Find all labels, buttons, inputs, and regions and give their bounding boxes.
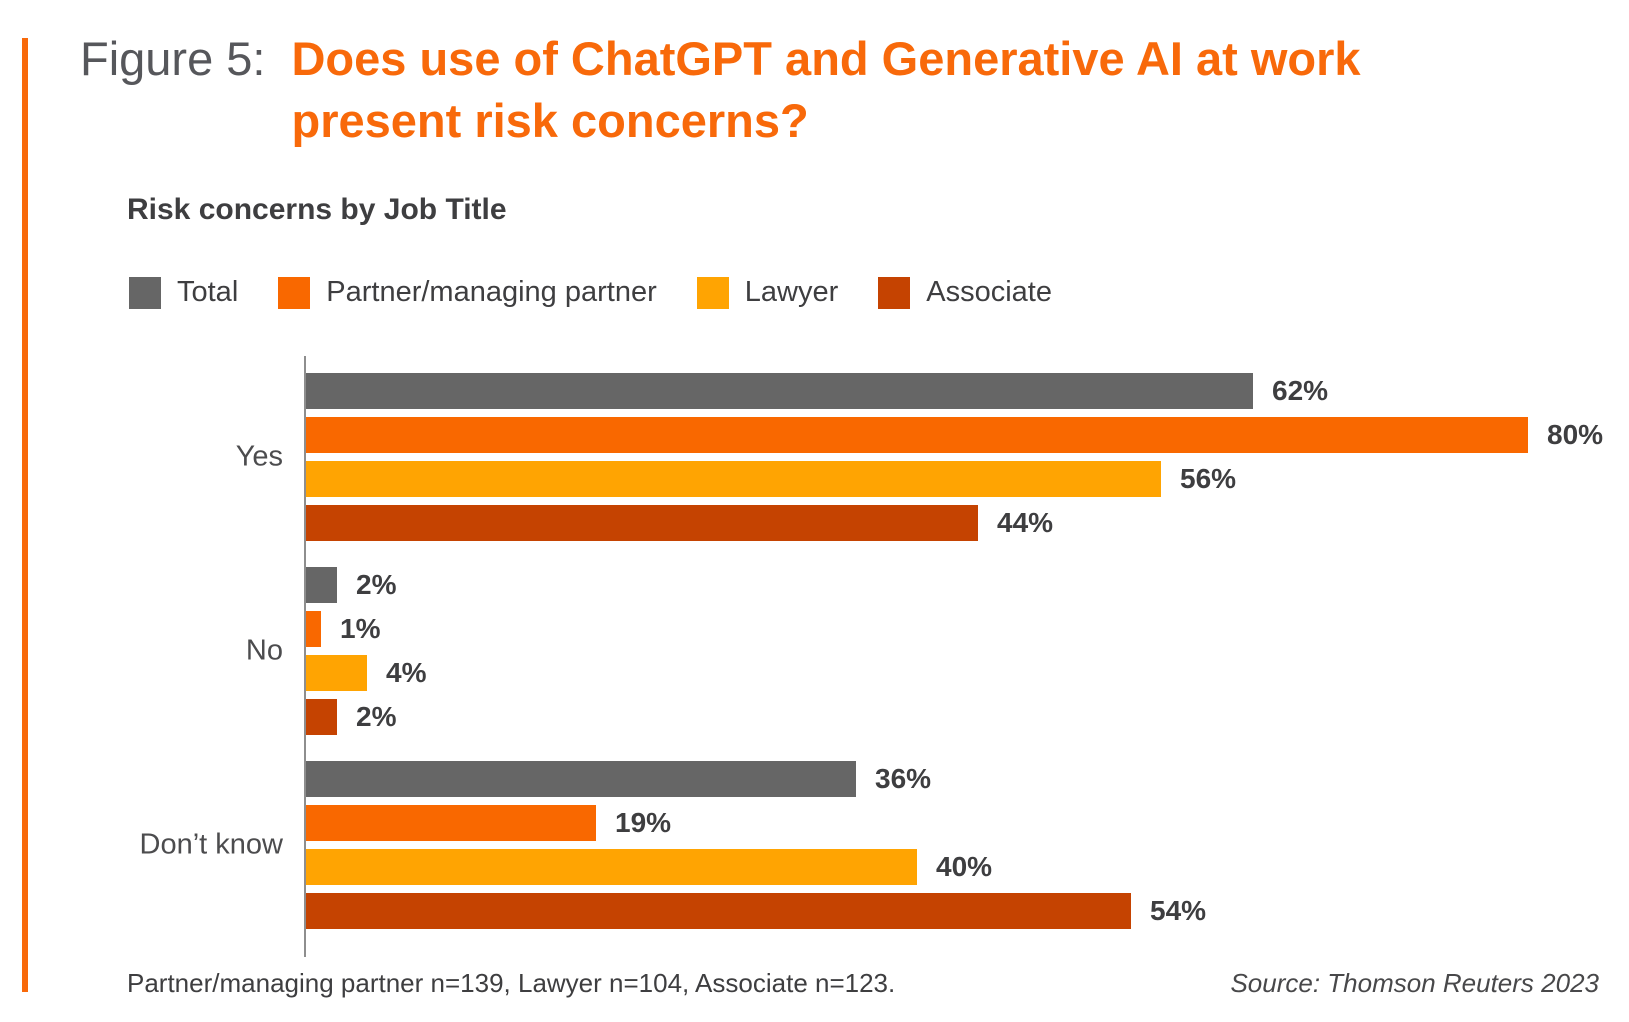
bar-row-no-lawyer: 4% <box>306 655 1626 691</box>
legend-item-lawyer: Lawyer <box>696 276 839 309</box>
bar-row-don-t-know-partner-managing-partner: 19% <box>306 805 1626 841</box>
legend-item-partner-managing-partner: Partner/managing partner <box>278 276 657 309</box>
bar-don-t-know-lawyer <box>306 849 917 885</box>
value-label-yes-partner-managing-partner: 80% <box>1547 419 1604 450</box>
chart-subtitle: Risk concerns by Job Title <box>127 193 507 226</box>
legend-swatch-icon <box>878 276 911 309</box>
figure-title-line-1: Does use of ChatGPT and Generative AI at… <box>291 32 1361 85</box>
bar-row-yes-associate: 44% <box>306 505 1626 541</box>
footer: Partner/managing partner n=139, Lawyer n… <box>127 968 1599 999</box>
bar-row-yes-partner-managing-partner: 80% <box>306 417 1626 453</box>
value-label-don-t-know-total: 36% <box>875 763 932 794</box>
bar-row-no-associate: 2% <box>306 699 1626 735</box>
legend-label: Total <box>177 276 239 308</box>
bar-row-no-total: 2% <box>306 567 1626 603</box>
value-label-no-total: 2% <box>356 569 397 600</box>
legend-swatch-icon <box>696 276 729 309</box>
legend-label: Lawyer <box>744 276 839 308</box>
bar-row-don-t-know-lawyer: 40% <box>306 849 1626 885</box>
value-label-yes-total: 62% <box>1272 375 1329 406</box>
legend-label: Associate <box>926 276 1052 308</box>
category-label-don-t-know: Don’t know <box>139 828 283 861</box>
value-label-no-associate: 2% <box>356 701 397 732</box>
legend-item-associate: Associate <box>878 276 1052 309</box>
bar-don-t-know-associate <box>306 893 1131 929</box>
value-label-yes-associate: 44% <box>997 507 1054 538</box>
bar-yes-partner-managing-partner <box>306 417 1528 453</box>
legend: Total Partner/managing partner Lawyer Assoc… <box>129 276 1052 309</box>
bar-no-total <box>306 567 337 603</box>
bar-yes-associate <box>306 505 978 541</box>
accent-bar <box>22 38 28 992</box>
legend-swatch-icon <box>129 276 161 309</box>
figure-title: Does use of ChatGPT and Generative AI at… <box>291 28 1360 152</box>
value-label-no-lawyer: 4% <box>386 657 427 688</box>
value-label-don-t-know-partner-managing-partner: 19% <box>615 807 672 838</box>
bar-don-t-know-total <box>306 761 856 797</box>
figure-title-line-2: present risk concerns? <box>291 94 809 147</box>
bar-row-no-partner-managing-partner: 1% <box>306 611 1626 647</box>
figure-header: Figure 5: Does use of ChatGPT and Genera… <box>80 28 1361 152</box>
legend-swatch-icon <box>278 276 311 309</box>
bar-row-yes-lawyer: 56% <box>306 461 1626 497</box>
figure-label: Figure 5: <box>80 32 266 85</box>
bar-no-partner-managing-partner <box>306 611 321 647</box>
value-label-yes-lawyer: 56% <box>1180 463 1237 494</box>
value-label-don-t-know-lawyer: 40% <box>936 851 993 882</box>
bar-don-t-know-partner-managing-partner <box>306 805 596 841</box>
category-label-no: No <box>245 634 283 667</box>
value-label-no-partner-managing-partner: 1% <box>340 613 381 644</box>
bar-row-yes-total: 62% <box>306 373 1626 409</box>
bar-row-don-t-know-associate: 54% <box>306 893 1626 929</box>
sample-size-footnote: Partner/managing partner n=139, Lawyer n… <box>127 968 896 998</box>
bar-yes-lawyer <box>306 461 1161 497</box>
value-label-don-t-know-associate: 54% <box>1150 895 1207 926</box>
category-label-yes: Yes <box>235 440 283 473</box>
bar-no-associate <box>306 699 337 735</box>
bar-group-no: No 2% 1% 4% 2% <box>246 567 1626 735</box>
bar-group-don-t-know: Don’t know 36% 19% 40% 54% <box>140 761 1626 929</box>
plot-area: Yes 62% 80% 56% 44% No 2% 1% 4% 2% Don’t know 36% 19… <box>140 356 1626 957</box>
legend-item-total: Total <box>129 276 238 309</box>
bar-group-yes: Yes 62% 80% 56% 44% <box>236 373 1626 541</box>
source-note: Source: Thomson Reuters 2023 <box>1230 968 1599 998</box>
bar-yes-total <box>306 373 1253 409</box>
bar-row-don-t-know-total: 36% <box>306 761 1626 797</box>
legend-label: Partner/managing partner <box>326 276 657 308</box>
bar-no-lawyer <box>306 655 367 691</box>
